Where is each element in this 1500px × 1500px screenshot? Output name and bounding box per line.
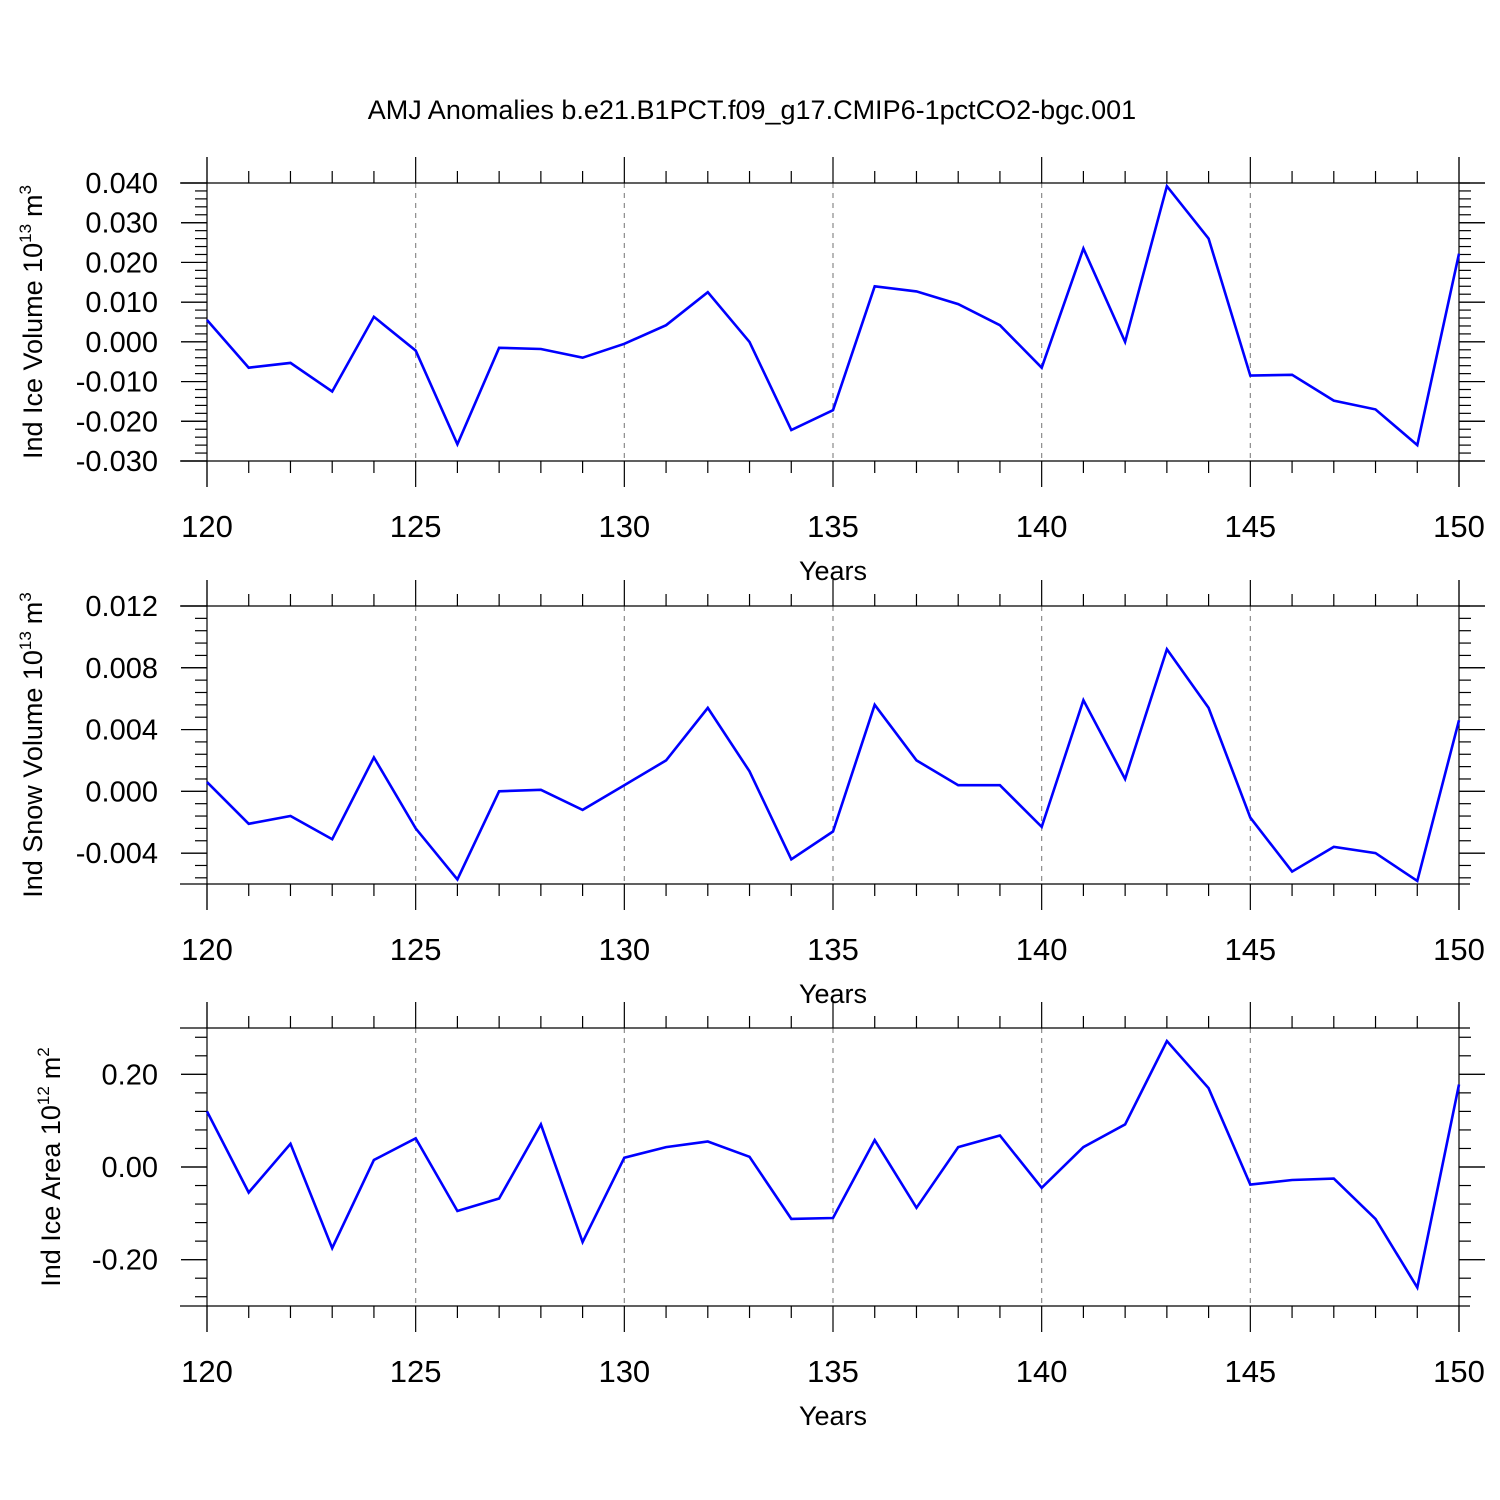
- series-line: [206, 646, 1461, 883]
- y-tick-label: 0.20: [102, 1059, 158, 1091]
- y-tick-labels: -0.004 0.000 0.004 0.008 0.012: [76, 591, 158, 870]
- x-tick-labels: 120 125 130 135 140 145 150: [181, 509, 1485, 544]
- y-tick-label: 0.000: [85, 327, 158, 359]
- series-lines: [206, 646, 1461, 883]
- x-tick-label: 130: [598, 1354, 650, 1389]
- x-tick-label: 140: [1016, 932, 1068, 967]
- x-tick-label: 125: [390, 1354, 442, 1389]
- y-axis-label-text: Ind Snow Volume 10: [18, 650, 48, 898]
- x-tick-label: 120: [181, 1354, 233, 1389]
- y-tick-label: 0.008: [85, 653, 158, 685]
- y-tick-label: 0.020: [85, 247, 158, 279]
- x-tick-label: 130: [598, 509, 650, 544]
- tick-marks: [181, 157, 1485, 487]
- y-axis-label-unit-exponent: 2: [34, 1047, 53, 1056]
- x-tick-label: 145: [1224, 932, 1276, 967]
- figure-title: AMJ Anomalies b.e21.B1PCT.f09_g17.CMIP6-…: [368, 95, 1136, 125]
- y-tick-label: -0.030: [76, 446, 158, 478]
- y-axis-label: Ind Snow Volume 1013 m3: [16, 592, 48, 898]
- x-tick-label: 125: [390, 932, 442, 967]
- x-tick-label: 135: [807, 1354, 859, 1389]
- y-tick-labels: -0.20 0.00 0.20: [92, 1059, 158, 1276]
- x-tick-labels: 120 125 130 135 140 145 150: [181, 1354, 1485, 1389]
- x-axis-label: Years: [799, 1401, 867, 1431]
- plot-frame: [180, 1002, 1470, 1332]
- tick-marks: [181, 1002, 1485, 1332]
- x-tick-label: 120: [181, 509, 233, 544]
- series-lines: [206, 183, 1461, 448]
- y-tick-label: 0.00: [102, 1152, 158, 1184]
- y-axis-label-unit-exponent: 3: [16, 592, 35, 601]
- y-axis-label-exponent: 12: [34, 1086, 53, 1105]
- x-gridlines: [415, 606, 1251, 884]
- y-tick-label: 0.012: [85, 591, 158, 623]
- series-lines: [205, 1038, 1461, 1291]
- x-tick-label: 150: [1433, 509, 1485, 544]
- x-tick-label: 145: [1224, 509, 1276, 544]
- y-axis-label-unit: m: [18, 602, 48, 625]
- y-tick-label: -0.010: [76, 367, 158, 399]
- y-axis-label-unit: m: [18, 194, 48, 217]
- x-tick-label: 145: [1224, 1354, 1276, 1389]
- x-tick-label: 150: [1433, 1354, 1485, 1389]
- x-gridlines: [415, 183, 1251, 461]
- x-tick-labels: 120 125 130 135 140 145 150: [181, 932, 1485, 967]
- x-gridlines: [415, 1028, 1251, 1306]
- y-tick-label: 0.040: [85, 168, 158, 200]
- y-tick-label: 0.010: [85, 287, 158, 319]
- plot-frame: [180, 157, 1470, 487]
- y-axis-label-exponent: 13: [16, 224, 35, 243]
- panel-ice-area: -0.20 0.00 0.20 120 125 130 135 140 145 150 Year…: [34, 1002, 1485, 1431]
- x-tick-label: 120: [181, 932, 233, 967]
- y-axis-label: Ind Ice Area 1012 m2: [34, 1047, 66, 1287]
- y-axis-label-text: Ind Ice Area 10: [36, 1105, 66, 1287]
- series-line: [206, 183, 1461, 448]
- y-axis-label: Ind Ice Volume 1013 m3: [16, 185, 48, 459]
- y-axis-label-exponent: 13: [16, 631, 35, 650]
- plot-frame: [180, 580, 1470, 910]
- y-tick-label: 0.000: [85, 776, 158, 808]
- y-axis-label-unit: m: [36, 1057, 66, 1080]
- y-tick-label: 0.030: [85, 208, 158, 240]
- x-tick-label: 135: [807, 932, 859, 967]
- y-tick-label: -0.020: [76, 406, 158, 438]
- x-tick-label: 140: [1016, 509, 1068, 544]
- tick-marks: [181, 580, 1485, 910]
- x-tick-label: 150: [1433, 932, 1485, 967]
- y-tick-label: -0.20: [92, 1245, 158, 1277]
- series-line: [205, 1038, 1461, 1291]
- y-tick-label: 0.004: [85, 715, 158, 747]
- y-axis-label-unit-exponent: 3: [16, 185, 35, 194]
- x-tick-label: 125: [390, 509, 442, 544]
- x-tick-label: 130: [598, 932, 650, 967]
- y-axis-label-text: Ind Ice Volume 10: [18, 243, 48, 459]
- y-tick-label: -0.004: [76, 838, 158, 870]
- x-tick-label: 140: [1016, 1354, 1068, 1389]
- panel-ice-volume: -0.030 -0.020 -0.010 0.000 0.010 0.020 0.030 0.…: [16, 157, 1485, 586]
- x-tick-label: 135: [807, 509, 859, 544]
- y-tick-labels: -0.030 -0.020 -0.010 0.000 0.010 0.020 0.030 0.…: [76, 168, 158, 478]
